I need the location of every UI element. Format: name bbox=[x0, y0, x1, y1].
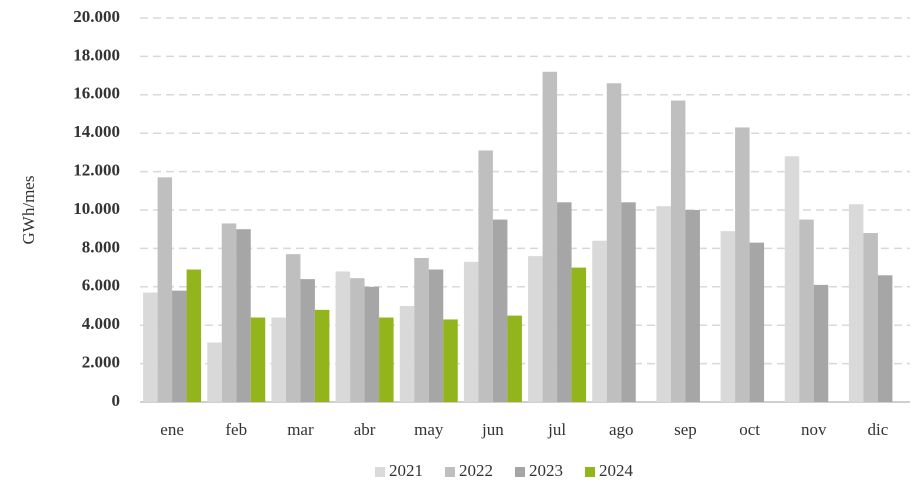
bar bbox=[606, 83, 622, 402]
legend-label: 2021 bbox=[389, 461, 423, 480]
bar bbox=[492, 219, 508, 402]
bar bbox=[300, 279, 315, 402]
bar bbox=[685, 210, 700, 402]
bar bbox=[720, 231, 736, 402]
y-tick-label: 2.000 bbox=[82, 353, 120, 372]
legend-label: 2024 bbox=[599, 461, 634, 480]
y-tick-label: 16.000 bbox=[73, 84, 120, 103]
bar bbox=[379, 317, 394, 402]
bar bbox=[749, 242, 765, 402]
x-tick-label: oct bbox=[739, 420, 760, 439]
x-tick-label: mar bbox=[287, 420, 314, 439]
x-tick-label: jul bbox=[547, 420, 566, 439]
x-tick-label: ago bbox=[609, 420, 634, 439]
bar bbox=[799, 219, 814, 402]
bar bbox=[557, 202, 572, 402]
bar bbox=[542, 71, 558, 402]
x-tick-label: nov bbox=[801, 420, 827, 439]
y-tick-label: 0 bbox=[112, 391, 121, 410]
legend-swatch bbox=[445, 467, 455, 477]
y-axis-label: GWh/mes bbox=[19, 176, 38, 245]
bar bbox=[478, 150, 493, 402]
bar bbox=[443, 319, 458, 402]
bar bbox=[507, 315, 522, 402]
x-tick-label: abr bbox=[354, 420, 376, 439]
bar bbox=[207, 342, 222, 402]
bar bbox=[784, 156, 800, 402]
bar bbox=[592, 240, 607, 402]
x-tick-label: sep bbox=[674, 420, 697, 439]
x-tick-label: feb bbox=[225, 420, 247, 439]
bar bbox=[399, 306, 415, 402]
bar bbox=[428, 269, 444, 402]
bar bbox=[877, 275, 893, 402]
bar bbox=[335, 271, 351, 402]
bar bbox=[364, 286, 380, 402]
legend-label: 2023 bbox=[529, 461, 563, 480]
bar bbox=[157, 177, 173, 402]
bar bbox=[848, 204, 864, 402]
bar bbox=[271, 317, 286, 402]
bar bbox=[221, 223, 237, 402]
bar bbox=[621, 202, 636, 402]
x-tick-label: may bbox=[414, 420, 444, 439]
x-tick-label: ene bbox=[160, 420, 184, 439]
legend-swatch bbox=[375, 467, 385, 477]
legend-label: 2022 bbox=[459, 461, 493, 480]
bar bbox=[143, 292, 158, 402]
bar bbox=[414, 258, 429, 402]
bar bbox=[670, 100, 686, 402]
bar bbox=[172, 290, 187, 402]
y-tick-label: 6.000 bbox=[82, 276, 120, 295]
y-tick-label: 12.000 bbox=[73, 161, 120, 180]
y-tick-label: 4.000 bbox=[82, 314, 120, 333]
y-tick-label: 8.000 bbox=[82, 237, 120, 256]
bar bbox=[285, 254, 301, 402]
bar bbox=[813, 284, 829, 402]
bar bbox=[250, 317, 266, 402]
y-tick-label: 18.000 bbox=[73, 45, 120, 64]
bar bbox=[656, 206, 671, 402]
x-tick-label: dic bbox=[868, 420, 889, 439]
bar bbox=[463, 261, 479, 402]
x-tick-label: jun bbox=[481, 420, 504, 439]
bar bbox=[236, 229, 251, 402]
bar bbox=[528, 256, 543, 402]
bar bbox=[186, 269, 202, 402]
bar bbox=[350, 278, 365, 402]
y-tick-label: 14.000 bbox=[73, 122, 120, 141]
bar bbox=[571, 267, 587, 402]
bar bbox=[735, 127, 750, 402]
legend-swatch bbox=[585, 467, 595, 477]
bar bbox=[863, 233, 878, 402]
legend-swatch bbox=[515, 467, 525, 477]
y-tick-label: 10.000 bbox=[73, 199, 120, 218]
bar bbox=[314, 309, 330, 402]
y-tick-label: 20.000 bbox=[73, 7, 120, 26]
